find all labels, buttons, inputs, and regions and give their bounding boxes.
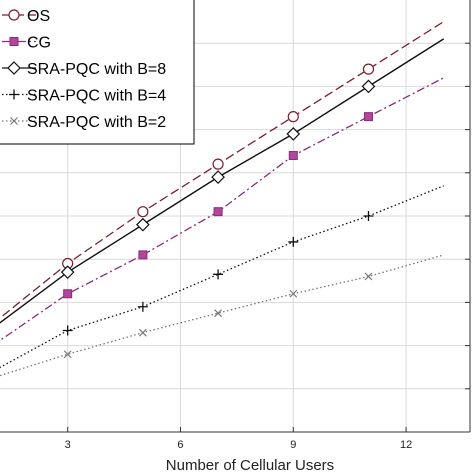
data-point [287, 111, 299, 123]
legend-marker [9, 89, 19, 100]
series-2 [0, 77, 444, 342]
legend-marker [8, 9, 20, 21]
series-3 [0, 38, 445, 324]
data-point [136, 217, 150, 232]
x-axis-title: Number of Cellular Users [166, 457, 334, 474]
legend-marker [7, 61, 21, 75]
legend-entry-4: SRA-PQC with B=4 [2, 88, 166, 105]
data-point [362, 63, 375, 75]
series-1 [0, 21, 445, 319]
data-point [364, 272, 373, 281]
data-point [213, 269, 224, 280]
legend: OS CG SRA-PQC with B=8 SRA-PQC with B=4 SRA-… [0, 0, 195, 145]
x-tick-label: 3 [65, 439, 71, 451]
data-point [62, 325, 73, 336]
series-5 [0, 254, 444, 377]
data-point [212, 158, 224, 170]
data-point [60, 265, 75, 280]
data-point [63, 350, 72, 359]
data-point [137, 206, 149, 218]
legend-label: SRA-PQC with B=8 [27, 61, 166, 78]
legend-marker [10, 117, 18, 125]
legend-box [0, 0, 195, 145]
data-point [288, 236, 299, 247]
series-4 [0, 185, 444, 369]
data-point [288, 151, 298, 161]
data-point [363, 112, 373, 122]
data-point [289, 289, 298, 298]
data-point [137, 301, 148, 312]
legend-marker [9, 37, 19, 46]
data-point [214, 309, 223, 318]
legend-entry-3: SRA-PQC with B=8 [2, 61, 166, 78]
legend-label: CG [27, 35, 51, 52]
grid [0, 0, 470, 432]
legend-label: SRA-PQC with B=4 [27, 88, 166, 105]
legend-entry-5: SRA-PQC with B=2 [2, 114, 166, 131]
x-tick-label: 6 [177, 439, 183, 451]
data-point [213, 207, 223, 217]
legend-label: OS [27, 8, 50, 25]
legend-entry-1: OS [2, 8, 50, 25]
axes: 3 6 9 12 [0, 0, 471, 451]
data-point [211, 170, 225, 184]
data-point [363, 211, 374, 221]
legend-entry-2: CG [2, 35, 51, 52]
data-point [286, 127, 301, 141]
legend-label: SRA-PQC with B=2 [27, 114, 166, 131]
data-point [138, 328, 147, 337]
data-point [361, 79, 376, 94]
data-point [138, 250, 148, 260]
series-layer [0, 21, 445, 377]
data-point [63, 289, 73, 299]
x-tick-label: 12 [400, 439, 412, 451]
x-tick-label: 9 [290, 439, 296, 451]
